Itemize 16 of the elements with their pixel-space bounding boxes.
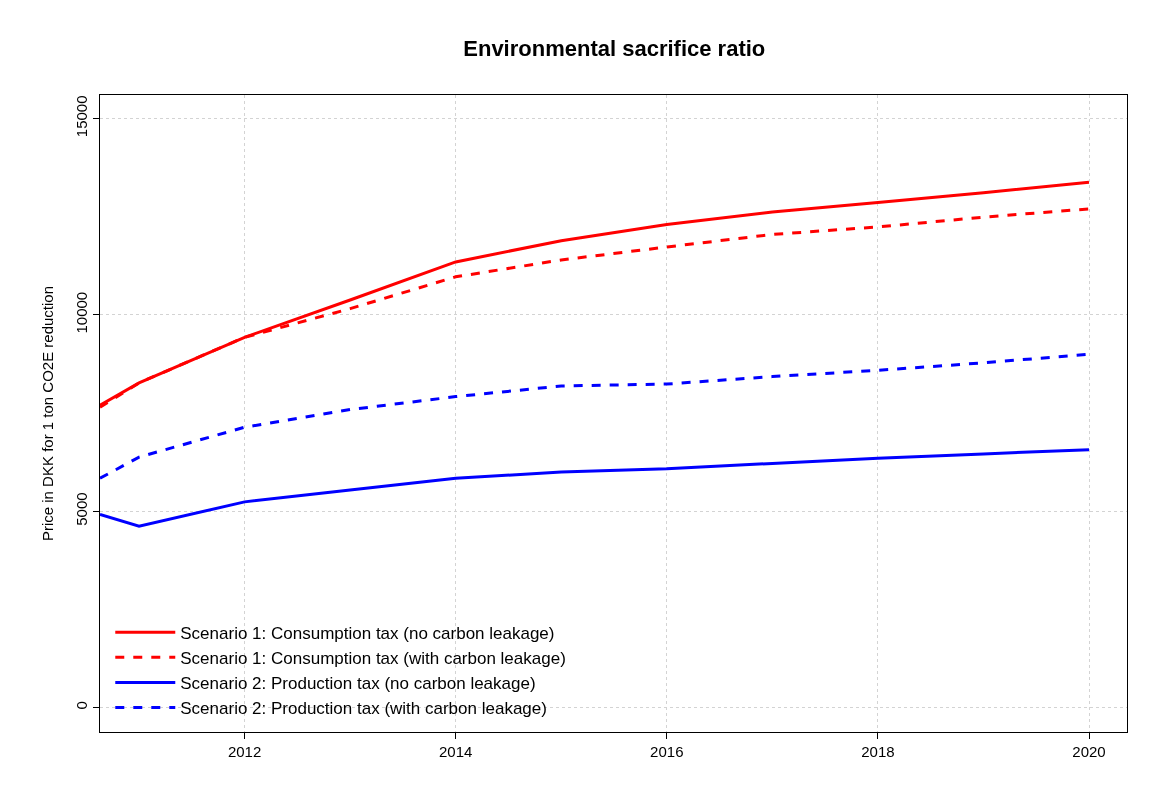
y-axis-title: Price in DKK for 1 ton CO2E reduction [39,285,57,542]
y-tick-label: 10000 [73,291,90,334]
chart-title: Environmental sacrifice ratio [463,36,766,61]
line-series [100,448,1091,528]
y-tick-label: 5000 [73,492,90,526]
y-tick-label: 15000 [73,95,90,138]
legend-label: Scenario 2: Production tax (with carbon leakage) [180,699,547,719]
legend-label: Scenario 1: Consumption tax (no carbon leakage) [180,623,555,643]
x-tick-label: 2020 [1072,743,1106,760]
legend-label: Scenario 1: Consumption tax (with carbon leakage) [180,648,566,668]
x-tick-label: 2016 [650,743,684,760]
y-tick-label: 0 [73,701,90,710]
legend-label: Scenario 2: Production tax (no carbon leakage) [180,674,536,694]
x-tick-label: 2018 [861,743,895,760]
x-tick-label: 2012 [227,743,262,760]
x-tick-label: 2014 [439,743,473,760]
